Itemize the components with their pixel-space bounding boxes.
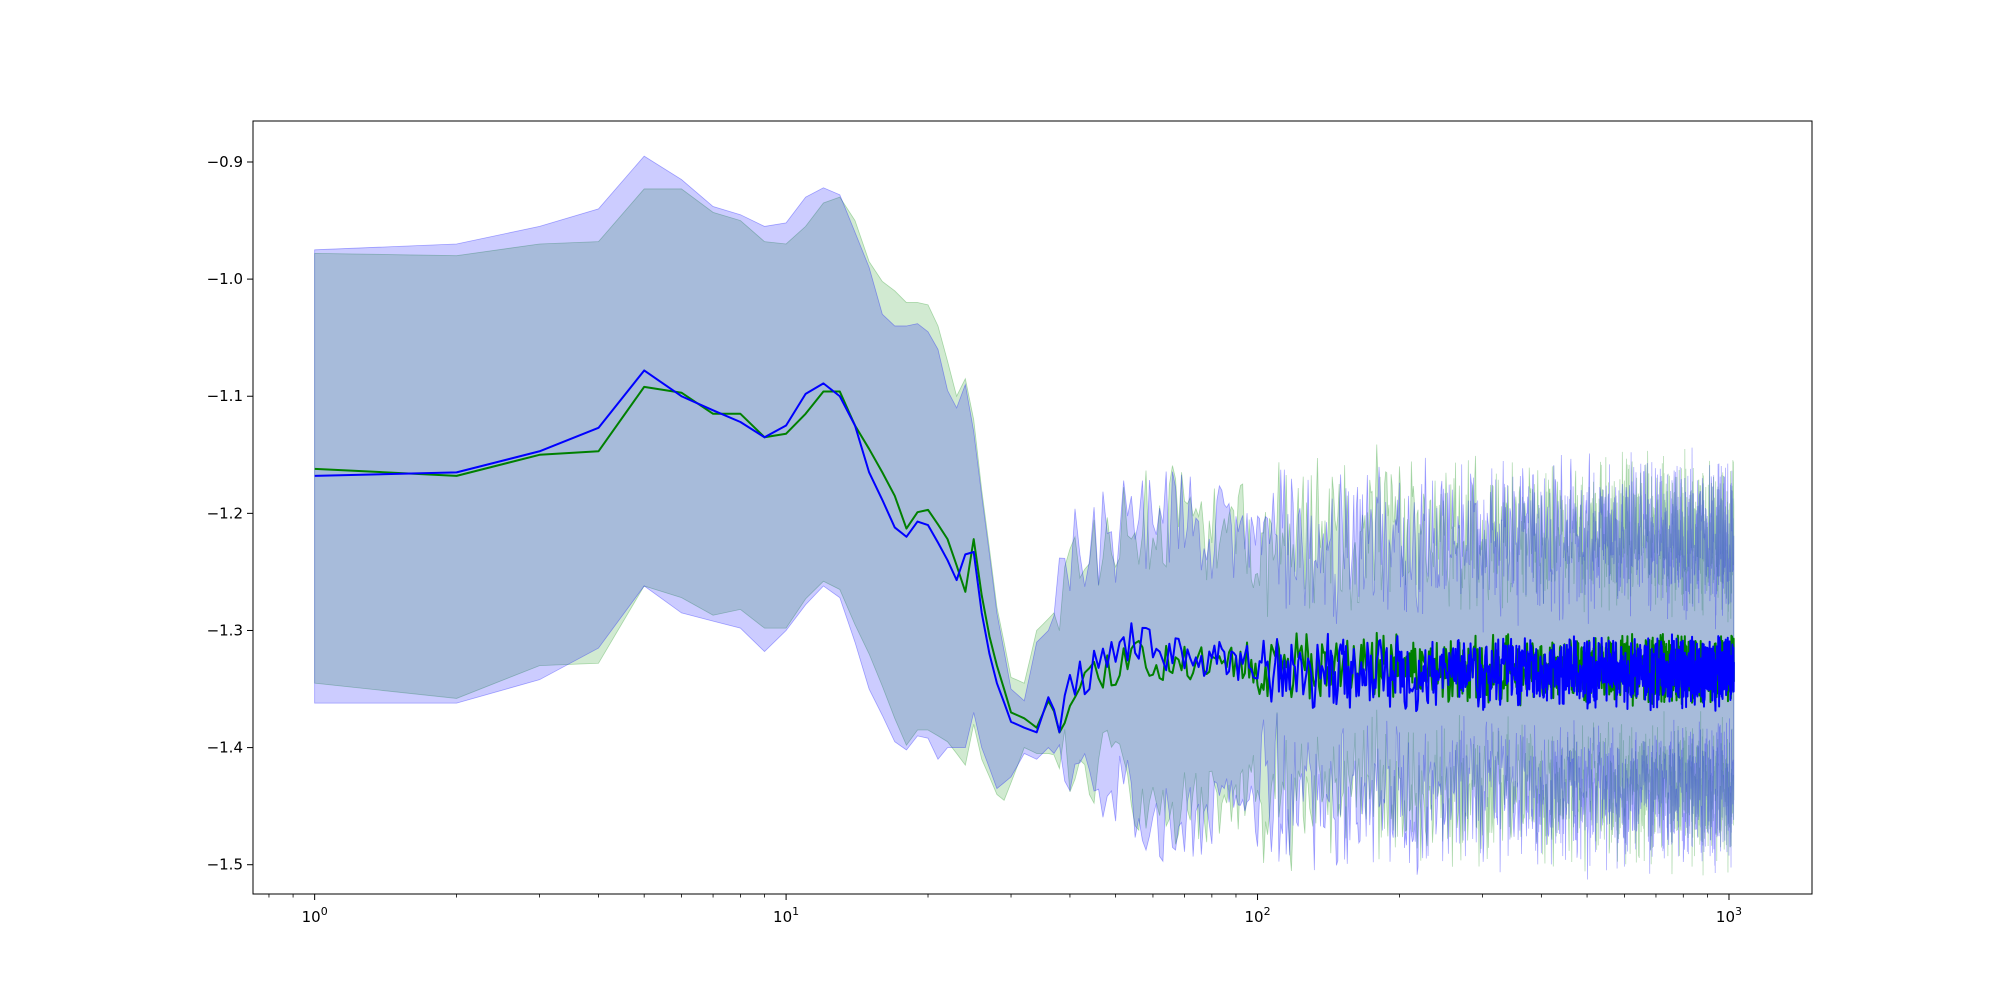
y-tick-label: −1.0 xyxy=(207,270,243,288)
confidence-band-2 xyxy=(314,155,1735,880)
y-tick-label: −1.4 xyxy=(207,739,243,757)
series-lines xyxy=(314,369,1735,734)
y-tick-label: −1.3 xyxy=(207,621,243,639)
confidence-bands xyxy=(314,155,1735,880)
x-tick-label: 100 xyxy=(302,905,328,926)
y-tick-label: −1.1 xyxy=(207,387,243,405)
series-line-2 xyxy=(314,369,1735,734)
x-tick-label: 103 xyxy=(1716,905,1742,926)
y-tick-label: −1.5 xyxy=(207,856,243,874)
y-tick-label: −0.9 xyxy=(207,153,243,171)
x-axis: 100 101 102 103 xyxy=(268,894,1742,926)
x-tick-label: 102 xyxy=(1244,905,1270,926)
y-axis: −0.9 −1.0 −1.1 −1.2 −1.3 −1.4 −1.5 xyxy=(207,153,253,874)
plot-frame xyxy=(252,120,1813,895)
x-tick-label: 101 xyxy=(773,905,799,926)
confidence-band-1 xyxy=(314,188,1735,876)
y-tick-label: −1.2 xyxy=(207,504,243,522)
